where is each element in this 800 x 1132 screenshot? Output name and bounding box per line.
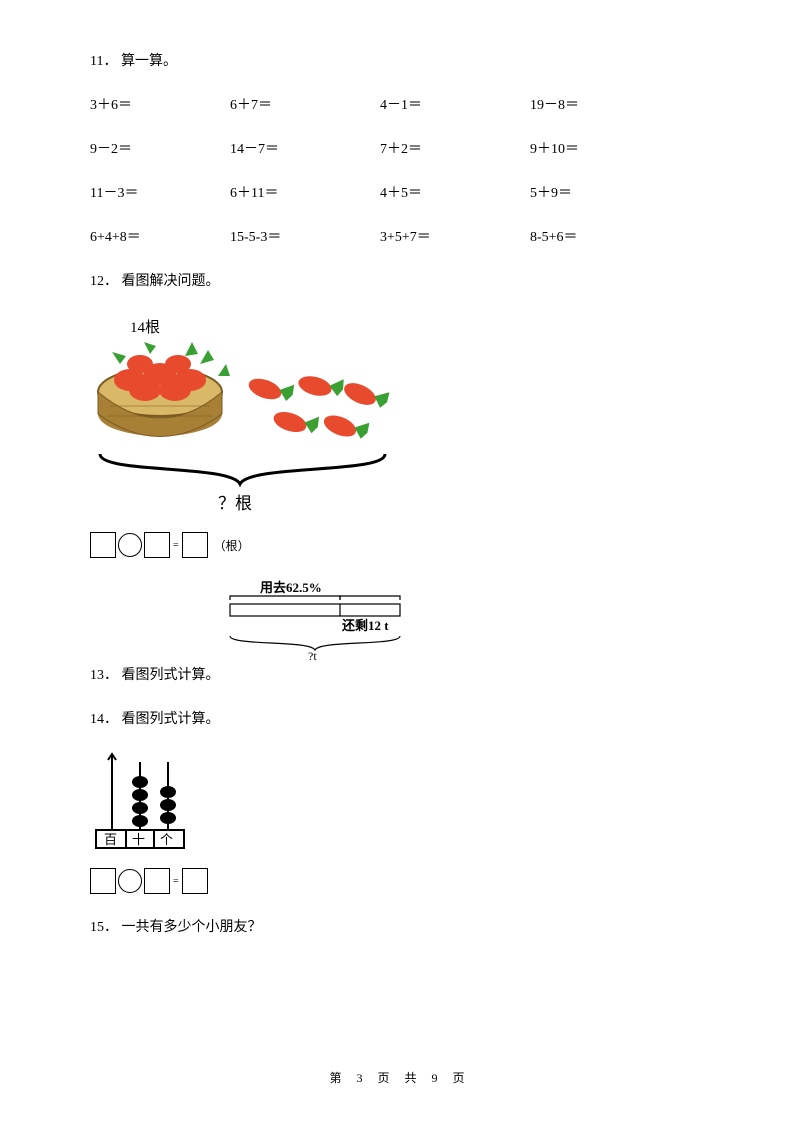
calc-cell: 6＋7＝ (230, 94, 380, 114)
svg-text:个: 个 (160, 832, 173, 847)
svg-text:?t: ?t (308, 649, 317, 660)
blank-box (90, 532, 116, 558)
svg-text:用去62.5%: 用去62.5% (259, 580, 322, 595)
calc-cell: 3＋6＝ (90, 94, 230, 114)
calc-cell: 6＋11＝ (230, 182, 380, 202)
operator-circle (118, 533, 142, 557)
q14-title: 看图列式计算。 (122, 712, 220, 727)
blank-box (182, 868, 208, 894)
q12-title: 看图解决问题。 (122, 274, 220, 289)
equals-sign: = (173, 876, 179, 887)
calc-cell: 8-5+6＝ (530, 226, 670, 246)
q11-number: 11． (90, 54, 117, 69)
calc-cell: 6+4+8＝ (90, 226, 230, 246)
q15-number: 15． (90, 920, 118, 935)
calc-cell: 7＋2＝ (380, 138, 530, 158)
q14-abacus: 百 十 个 (90, 752, 710, 852)
calc-cell: 19－8＝ (530, 94, 670, 114)
svg-text:还剩12 t: 还剩12 t (341, 618, 389, 633)
q12-number: 12． (90, 274, 118, 289)
q12-figure: 14根 (90, 314, 710, 514)
calc-row: 3＋6＝ 6＋7＝ 4－1＝ 19－8＝ (90, 94, 710, 114)
blank-box (144, 532, 170, 558)
unit-label: （根） (214, 537, 250, 554)
blank-box (182, 532, 208, 558)
calc-cell: 15-5-3＝ (230, 226, 380, 246)
question-11-header: 11． 算一算。 (90, 50, 710, 70)
calc-cell: 14－7＝ (230, 138, 380, 158)
basket-count-label: 14根 (130, 319, 160, 336)
question-mark-label: ？根 (218, 494, 252, 513)
operator-circle (118, 869, 142, 893)
calc-cell: 11－3＝ (90, 182, 230, 202)
calc-cell: 9＋10＝ (530, 138, 670, 158)
question-14-header: 14． 看图列式计算。 (90, 708, 710, 728)
calc-row: 9－2＝ 14－7＝ 7＋2＝ 9＋10＝ (90, 138, 710, 158)
loose-carrots (246, 368, 391, 445)
blank-box (90, 868, 116, 894)
q11-title: 算一算。 (121, 54, 177, 69)
question-12-header: 12． 看图解决问题。 (90, 270, 710, 290)
blank-box (144, 868, 170, 894)
calc-row: 11－3＝ 6＋11＝ 4＋5＝ 5＋9＝ (90, 182, 710, 202)
q15-title: 一共有多少个小朋友？ (122, 920, 262, 935)
calc-cell: 4＋5＝ (380, 182, 530, 202)
calc-cell: 9－2＝ (90, 138, 230, 158)
question-15-header: 15． 一共有多少个小朋友？ (90, 916, 710, 936)
calc-cell: 3+5+7＝ (380, 226, 530, 246)
calc-cell: 4－1＝ (380, 94, 530, 114)
q11-calculations: 3＋6＝ 6＋7＝ 4－1＝ 19－8＝ 9－2＝ 14－7＝ 7＋2＝ 9＋1… (90, 94, 710, 246)
q13-number: 13． (90, 668, 118, 683)
equals-sign: = (173, 540, 179, 551)
svg-text:百: 百 (104, 832, 117, 847)
q14-equation: = (90, 868, 710, 894)
q14-number: 14． (90, 712, 118, 727)
calc-row: 6+4+8＝ 15-5-3＝ 3+5+7＝ 8-5+6＝ (90, 226, 710, 246)
q13-diagram: 用去62.5% 还剩12 t ?t (220, 580, 710, 660)
page-footer: 第 3 页 共 9 页 (0, 1069, 800, 1086)
q13-title: 看图列式计算。 (122, 668, 220, 683)
calc-cell: 5＋9＝ (530, 182, 670, 202)
q12-equation: = （根） (90, 532, 710, 558)
question-13-header: 13． 看图列式计算。 (90, 664, 710, 684)
svg-text:十: 十 (132, 832, 145, 847)
